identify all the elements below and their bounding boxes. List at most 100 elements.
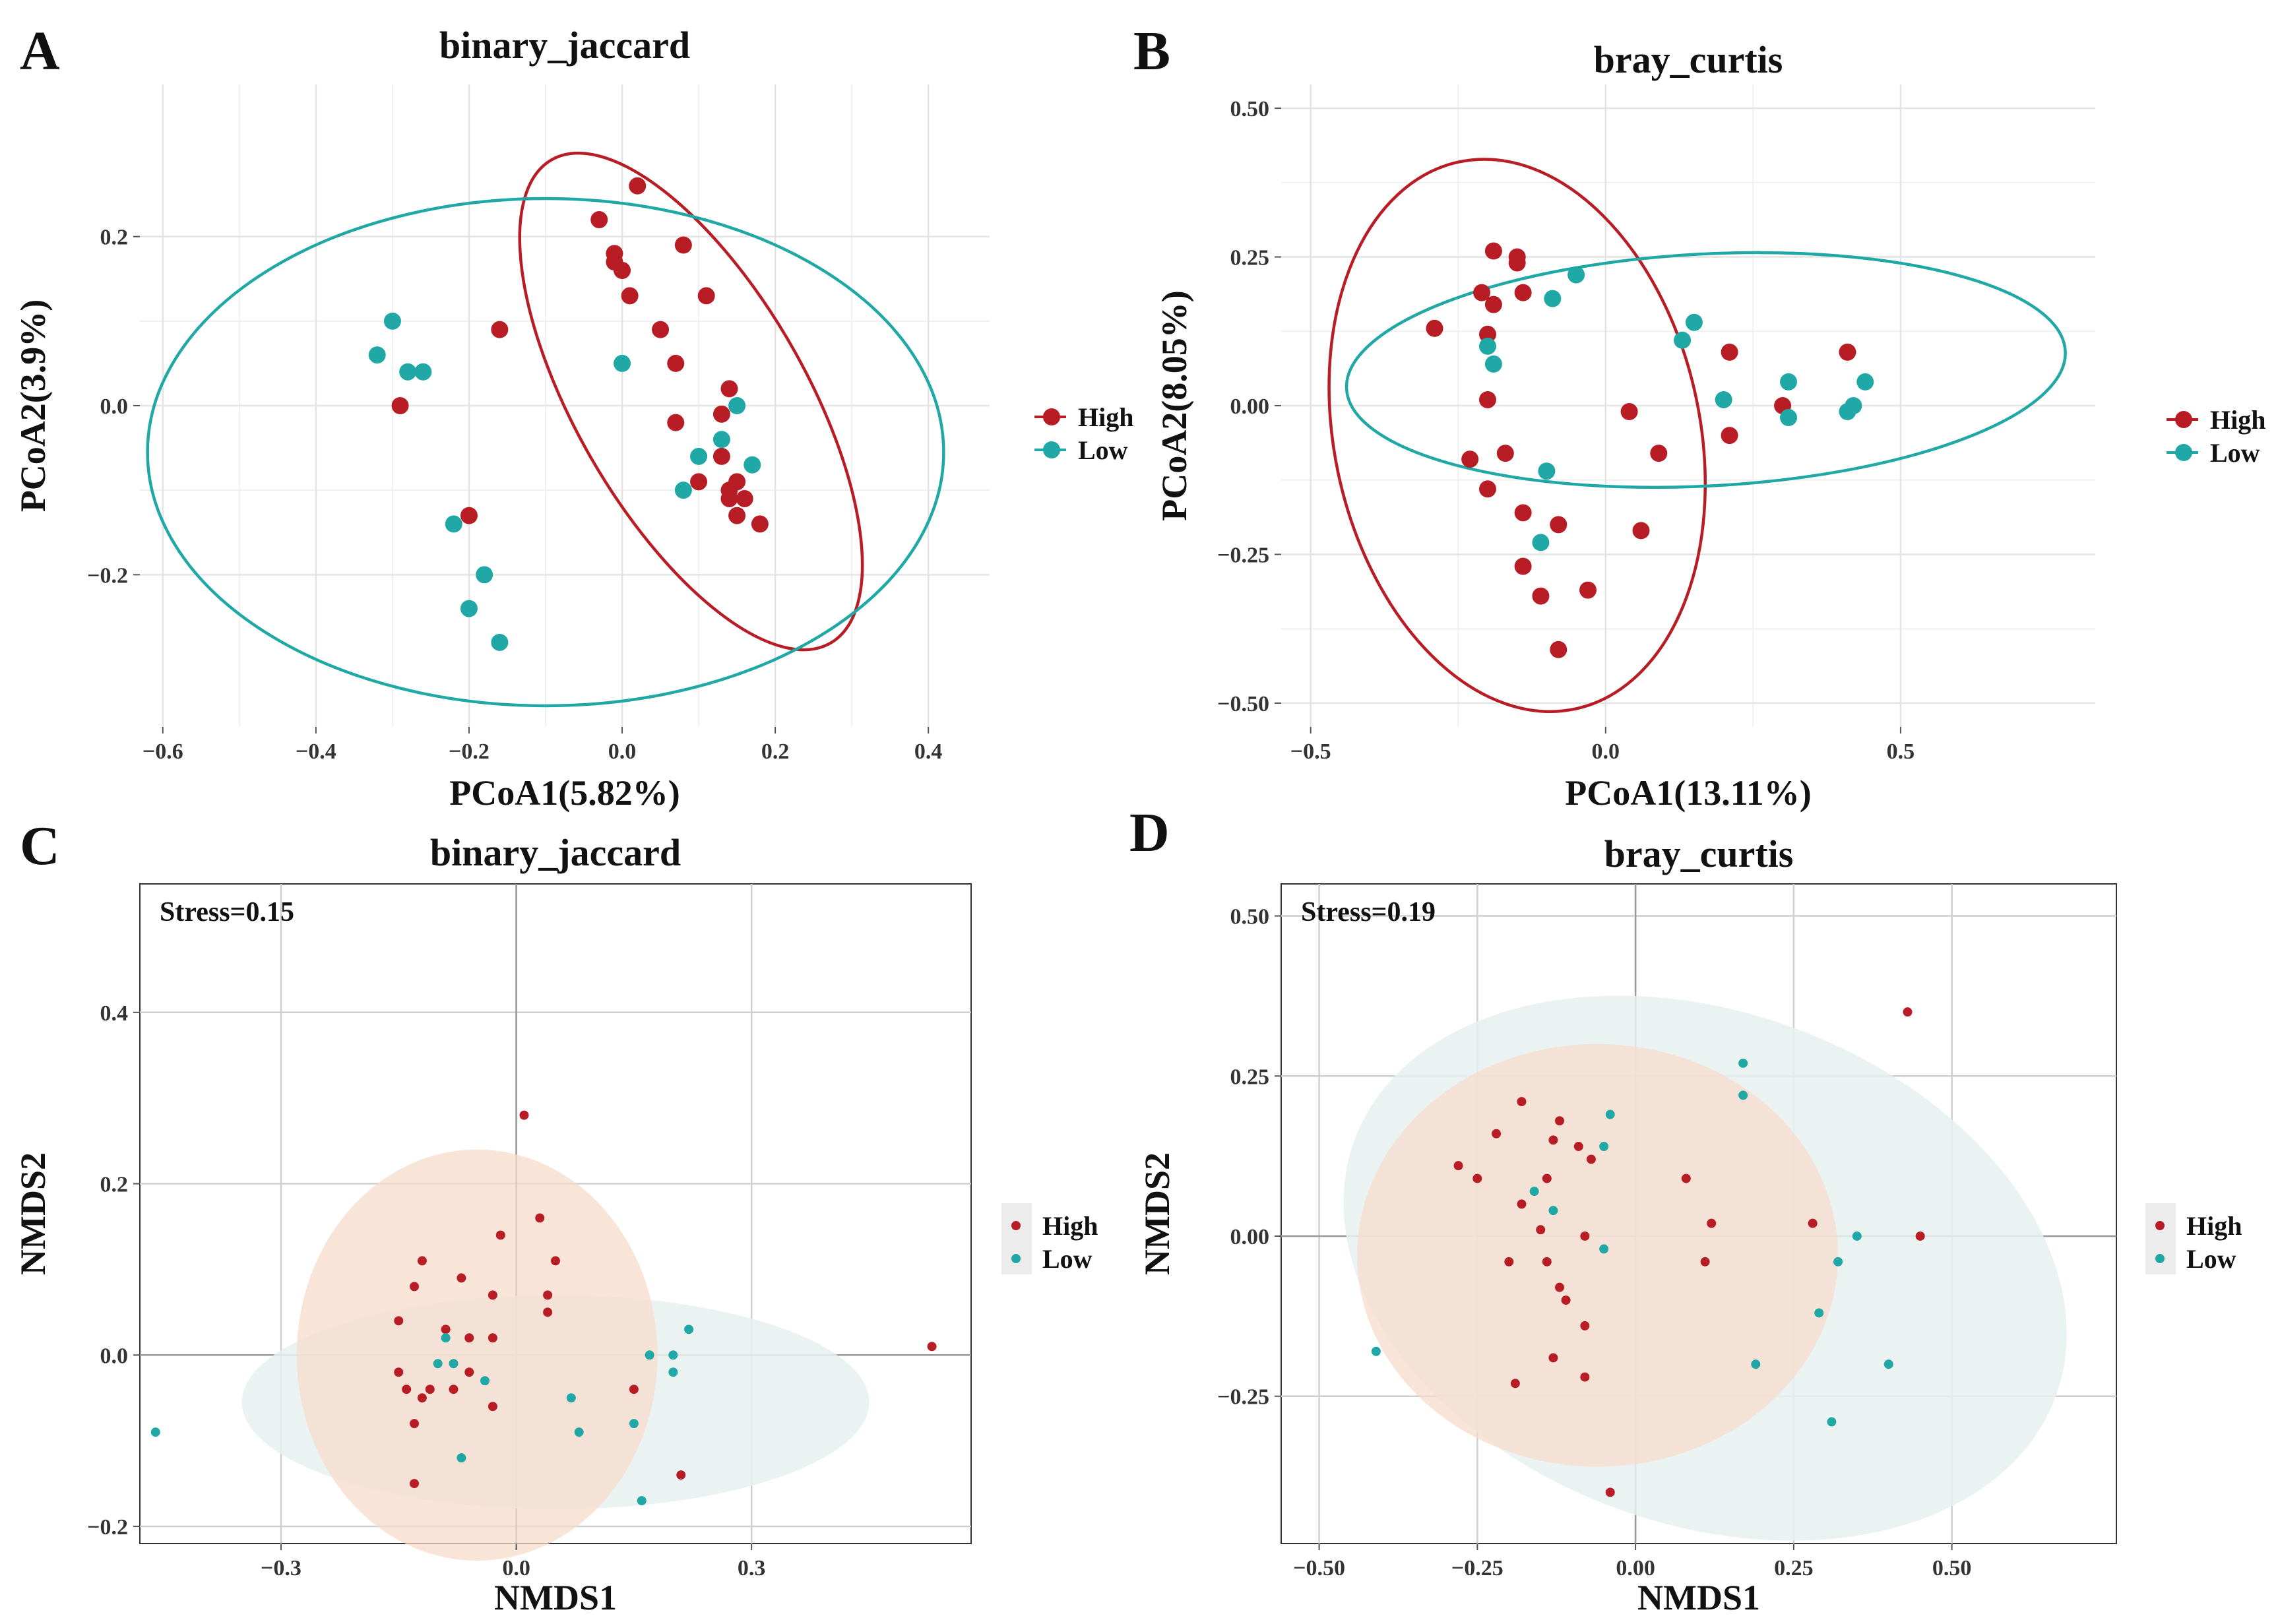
point-high xyxy=(1508,254,1526,272)
point-high xyxy=(460,507,478,524)
y-tick-label: 0.2 xyxy=(100,226,129,250)
point-high xyxy=(1496,445,1514,462)
point-low xyxy=(445,515,462,533)
point-high xyxy=(1555,1282,1564,1292)
x-tick-label: −0.25 xyxy=(1451,1556,1504,1580)
point-low xyxy=(1833,1257,1843,1266)
ellipse-high xyxy=(1357,1044,1838,1467)
point-high xyxy=(1555,1116,1564,1126)
x-tick-label: −0.6 xyxy=(142,739,183,764)
y-tick-label: −0.25 xyxy=(1217,1385,1269,1410)
legend-key-high xyxy=(1043,408,1060,425)
point-high xyxy=(464,1333,474,1343)
y-tick-label: 0.25 xyxy=(1230,1065,1270,1089)
point-high xyxy=(449,1385,459,1394)
x-tick-label: 0.2 xyxy=(761,739,790,764)
point-low xyxy=(728,397,746,414)
point-low xyxy=(1478,337,1496,355)
ellipse-low xyxy=(146,197,945,708)
point-low xyxy=(1599,1244,1609,1254)
panel-letter: C xyxy=(20,815,60,877)
point-low xyxy=(712,431,730,449)
point-high xyxy=(535,1213,545,1223)
point-low xyxy=(684,1325,694,1334)
point-high xyxy=(457,1273,466,1283)
x-tick-label: 0.3 xyxy=(738,1556,766,1580)
point-low xyxy=(1685,313,1703,331)
y-tick-label: 0.50 xyxy=(1230,97,1270,121)
point-high xyxy=(417,1393,427,1403)
point-high xyxy=(1707,1218,1717,1228)
point-low xyxy=(1738,1058,1748,1068)
panel-D: −0.50 −0.25 0.00 0.25 0.50 −0.25 0.00 0.25 0.50 D… xyxy=(1129,802,2242,1617)
point-low xyxy=(449,1359,459,1369)
point-low xyxy=(368,346,386,364)
point-high xyxy=(543,1290,553,1300)
point-low xyxy=(1529,1187,1539,1197)
point-low xyxy=(1538,462,1556,480)
point-low xyxy=(1751,1359,1761,1369)
point-low xyxy=(150,1427,160,1437)
panel-letter: A xyxy=(20,20,60,82)
point-high xyxy=(1472,1173,1482,1183)
x-tick-label: −0.4 xyxy=(296,739,336,764)
y-tick-label: −0.2 xyxy=(87,563,128,588)
ellipse-high xyxy=(296,1149,658,1561)
point-high xyxy=(1700,1257,1710,1266)
point-low xyxy=(1715,390,1732,408)
point-low xyxy=(476,566,493,584)
point-low xyxy=(1814,1308,1824,1318)
point-high xyxy=(1620,403,1638,421)
y-tick-label: −0.50 xyxy=(1217,692,1269,716)
point-high xyxy=(1517,1097,1527,1107)
point-low xyxy=(1852,1231,1862,1241)
point-high xyxy=(1514,504,1532,522)
legend-key-low xyxy=(2155,1254,2165,1263)
point-high xyxy=(1542,1257,1552,1266)
point-low xyxy=(414,363,432,381)
x-tick-label: −0.5 xyxy=(1290,739,1331,764)
point-low xyxy=(637,1496,647,1506)
chart-title: bray_curtis xyxy=(1604,832,1794,875)
point-low xyxy=(668,1350,678,1360)
point-high xyxy=(1650,445,1668,462)
legend-key-background xyxy=(1001,1203,1032,1274)
y-tick-label: 0.0 xyxy=(100,394,129,419)
point-high xyxy=(1548,1135,1558,1145)
point-low xyxy=(1856,373,1874,390)
point-high xyxy=(1561,1296,1571,1305)
stress-annotation: Stress=0.19 xyxy=(1301,897,1436,927)
panel-C: −0.3 0.0 0.3 −0.2 0.0 0.2 0.4 C binary_jaccard NM… xyxy=(13,815,1098,1617)
point-high xyxy=(1478,390,1496,408)
point-low xyxy=(574,1427,584,1437)
point-high xyxy=(1542,1173,1552,1183)
point-high xyxy=(629,177,647,195)
point-high xyxy=(676,1470,686,1480)
point-low xyxy=(1780,409,1798,427)
point-high xyxy=(1808,1218,1818,1228)
legend-key-high xyxy=(2155,1221,2165,1230)
point-low xyxy=(1544,290,1562,307)
x-tick-label: 0.0 xyxy=(1592,739,1620,764)
ellipse-high xyxy=(518,151,864,652)
point-low xyxy=(1827,1417,1837,1427)
panel-letter: D xyxy=(1129,802,1170,863)
x-tick-label: 0.25 xyxy=(1774,1556,1814,1580)
x-axis-label: NMDS1 xyxy=(494,1578,617,1617)
point-high xyxy=(1473,284,1491,301)
point-high xyxy=(394,1316,404,1326)
point-high xyxy=(697,287,715,305)
y-tick-label: 0.0 xyxy=(100,1344,129,1368)
x-tick-label: 0.0 xyxy=(608,739,637,764)
legend-label-high: High xyxy=(1078,402,1133,432)
y-tick-label: −0.25 xyxy=(1217,543,1269,567)
point-low xyxy=(1674,331,1692,349)
chart-title: binary_jaccard xyxy=(430,831,681,874)
legend-label-high: High xyxy=(2210,405,2265,435)
point-high xyxy=(1514,284,1532,301)
legend-label-low: Low xyxy=(1078,435,1128,465)
point-high xyxy=(1517,1199,1527,1209)
x-tick-label: 0.5 xyxy=(1887,739,1915,764)
